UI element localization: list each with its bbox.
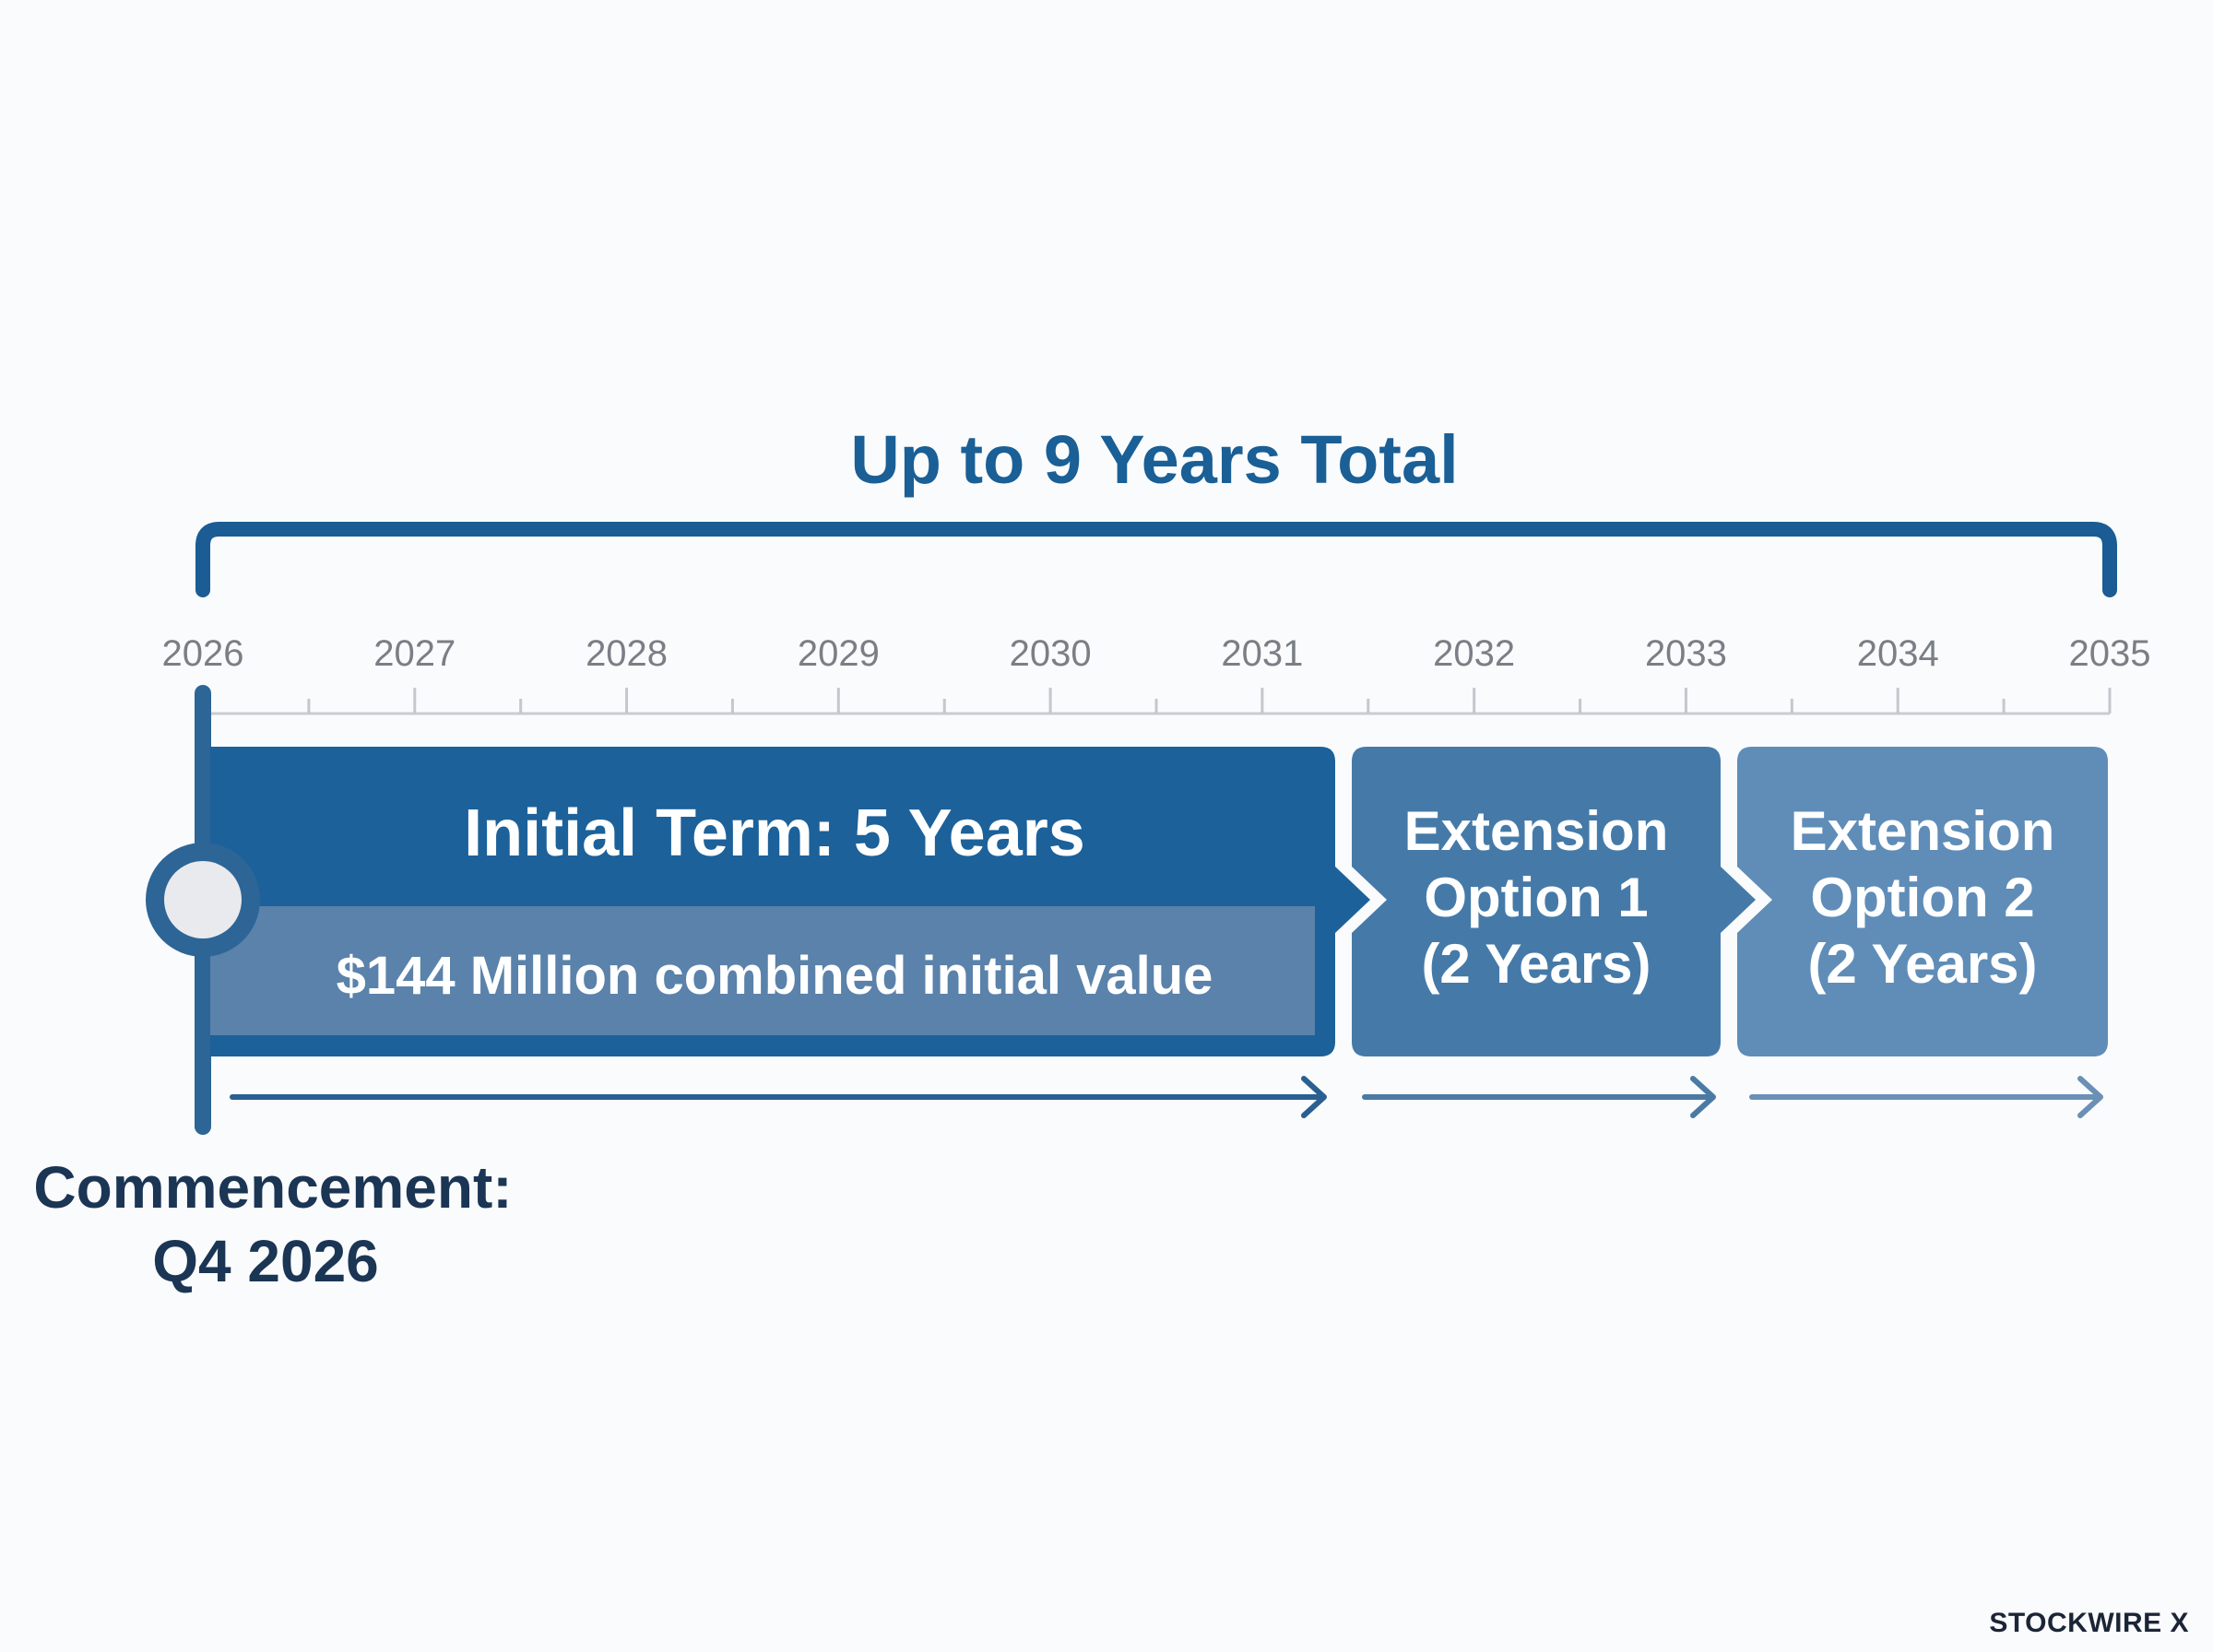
axis-year-labels: 2026 2027 2028 2029 2030 2031 2032 2033 2034 2035 <box>162 633 2151 674</box>
total-term-bracket <box>195 522 2117 597</box>
year-label-2034: 2034 <box>1857 633 1939 674</box>
initial-value-band <box>210 906 1315 1035</box>
extension-2-line-2: Option 2 <box>1810 867 2034 928</box>
extension-2-line-3: (2 Years) <box>1807 933 2037 995</box>
year-label-2029: 2029 <box>798 633 880 674</box>
extension-1-arrow <box>1362 1076 1716 1118</box>
extension-1-line-1: Extension <box>1404 800 1669 862</box>
commencement-label-line-1: Commencement: <box>33 1154 512 1221</box>
year-label-2033: 2033 <box>1645 633 1727 674</box>
year-label-2032: 2032 <box>1433 633 1515 674</box>
extension-1-line-3: (2 Years) <box>1421 933 1651 995</box>
initial-term-arrow <box>230 1076 1327 1118</box>
extension-1-line-2: Option 1 <box>1424 867 1648 928</box>
commencement-node-inner <box>164 861 242 938</box>
extension-option-1-block <box>1352 747 1756 1056</box>
timeline-axis: 2026 2027 2028 2029 2030 2031 2032 2033 2034 2035 <box>162 633 2151 715</box>
extension-option-2-block <box>1737 747 2108 1056</box>
year-label-2026: 2026 <box>162 633 244 674</box>
axis-ticks <box>201 688 2112 714</box>
initial-value-label: $144 Million combined initial value <box>337 946 1213 1006</box>
diagram-title: Up to 9 Years Total <box>850 421 1458 498</box>
year-label-2028: 2028 <box>586 633 668 674</box>
year-label-2027: 2027 <box>373 633 456 674</box>
year-label-2031: 2031 <box>1221 633 1303 674</box>
year-label-2035: 2035 <box>2069 633 2151 674</box>
extension-2-arrow <box>1749 1076 2103 1118</box>
initial-term-label: Initial Term: 5 Years <box>464 796 1085 870</box>
stockwire-watermark: STOCKWIRE X <box>1989 1608 2189 1638</box>
year-label-2030: 2030 <box>1010 633 1092 674</box>
commencement-label-line-2: Q4 2026 <box>152 1228 379 1294</box>
extension-2-line-1: Extension <box>1791 800 2055 862</box>
